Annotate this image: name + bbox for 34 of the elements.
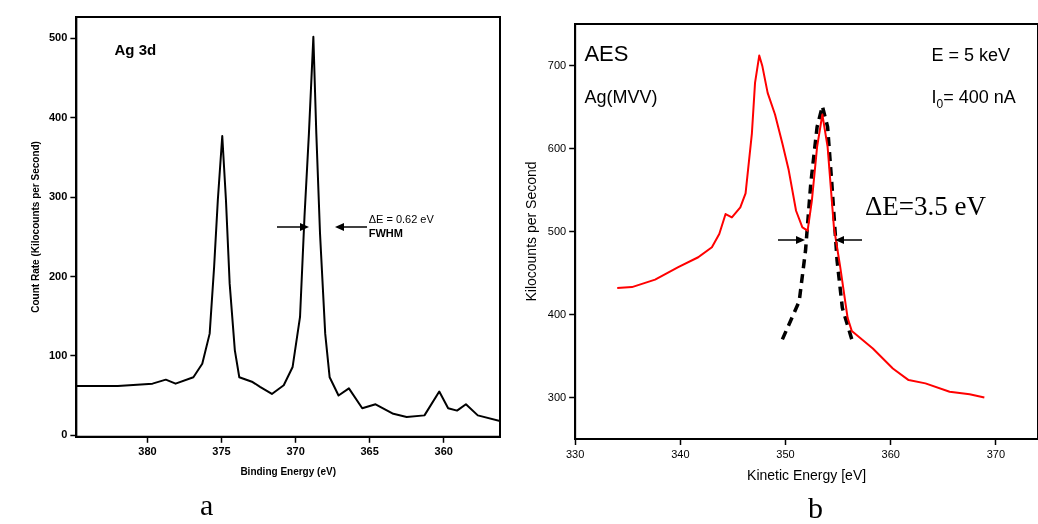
annotation: Ag 3d — [114, 40, 157, 58]
annotation: ΔE=3.5 eV — [864, 190, 987, 221]
x-tick-label: 370 — [986, 447, 1006, 460]
annotation: Ag(MVV) — [584, 86, 658, 107]
y-tick-label: 300 — [48, 190, 68, 203]
x-tick-label: 360 — [881, 447, 900, 460]
y-axis-title: Count Rate (Kilocounts per Second) — [29, 141, 41, 313]
x-tick-label: 330 — [565, 447, 585, 460]
x-tick-label: 350 — [776, 447, 795, 460]
y-axis-title: Kilocounts per Second — [523, 161, 540, 302]
y-tick-label: 100 — [48, 348, 68, 361]
x-axis-title: Binding Energy (eV) — [240, 465, 336, 477]
y-tick-label: 500 — [547, 224, 567, 237]
y-tick-label: 700 — [547, 58, 567, 71]
annotation: AES — [584, 41, 629, 67]
text: a — [200, 488, 214, 521]
y-tick-label: 400 — [547, 307, 567, 320]
annotation: FWHM — [368, 227, 403, 240]
annotation: ΔE = 0.62 eV — [368, 212, 435, 225]
x-tick-label: 380 — [138, 445, 157, 458]
x-tick-label: 340 — [671, 447, 690, 460]
x-axis-title: Kinetic Energy [eV] — [747, 467, 867, 484]
y-tick-label: 200 — [48, 269, 68, 282]
y-tick-label: 300 — [547, 390, 567, 403]
x-tick-label: 370 — [286, 445, 305, 458]
y-tick-label: 600 — [547, 141, 567, 154]
y-tick-label: 0 — [61, 428, 68, 441]
x-tick-label: 365 — [360, 445, 379, 458]
y-tick-label: 500 — [48, 31, 68, 44]
y-tick-label: 400 — [48, 110, 68, 123]
text: b — [808, 491, 823, 524]
annotation: E = 5 keV — [931, 45, 1011, 66]
x-tick-label: 360 — [434, 445, 453, 458]
x-tick-label: 375 — [212, 445, 231, 458]
